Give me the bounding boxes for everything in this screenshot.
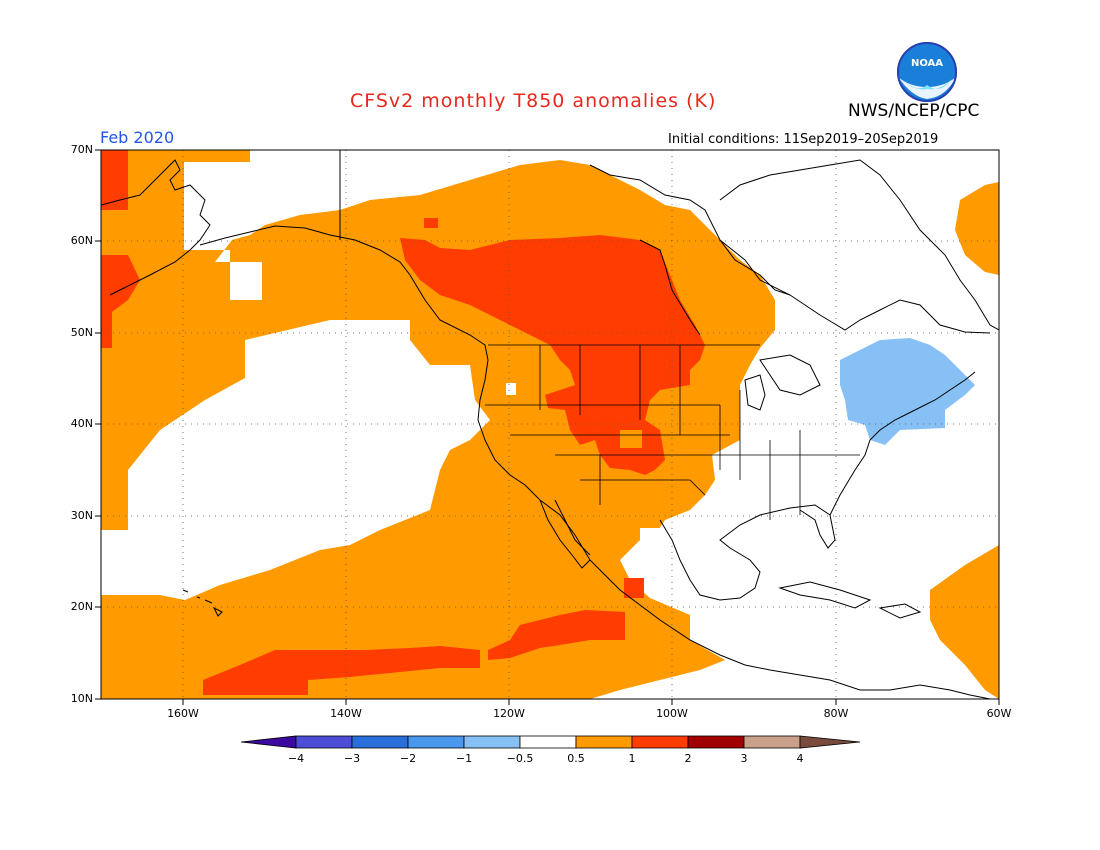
state-borders — [485, 344, 860, 520]
noaa-logo-icon: NOAA — [897, 42, 957, 102]
logo-text: NOAA — [911, 58, 943, 69]
lon-label: 80W — [823, 707, 849, 720]
colorbar-label: 1 — [628, 752, 636, 765]
lon-label: 140W — [330, 707, 362, 720]
colorbar-label: 3 — [740, 752, 748, 765]
lat-label: 60N — [70, 234, 93, 247]
colorbar-label: −3 — [343, 752, 361, 765]
map-title: CFSv2 monthly T850 anomalies (K) — [350, 90, 717, 112]
colorbar-label: −4 — [287, 752, 305, 765]
lon-label: 100W — [656, 707, 688, 720]
colorbar-label: 4 — [796, 752, 804, 765]
lon-label: 160W — [167, 707, 199, 720]
lon-label: 60W — [986, 707, 1012, 720]
colorbar-label: 2 — [684, 752, 692, 765]
colorbar-label: −0.5 — [506, 752, 534, 765]
lat-label: 70N — [70, 143, 93, 156]
agency-label: NWS/NCEP/CPC — [848, 101, 980, 121]
lat-label: 50N — [70, 326, 93, 339]
lat-label: 10N — [70, 692, 93, 705]
lat-label: 30N — [70, 509, 93, 522]
colorbar-label: −1 — [455, 752, 473, 765]
initial-conditions: Initial conditions: 11Sep2019–20Sep2019 — [668, 132, 939, 147]
cool-anomaly-region — [840, 338, 975, 445]
strong-warm-anomaly-region — [400, 235, 705, 475]
colorbar — [240, 735, 861, 749]
colorbar-label: 0.5 — [567, 752, 585, 765]
colorbar-label: −2 — [399, 752, 417, 765]
forecast-month: Feb 2020 — [100, 128, 175, 147]
coastlines — [101, 150, 999, 699]
lat-label: 20N — [70, 600, 93, 613]
lat-label: 40N — [70, 417, 93, 430]
lon-label: 120W — [493, 707, 525, 720]
